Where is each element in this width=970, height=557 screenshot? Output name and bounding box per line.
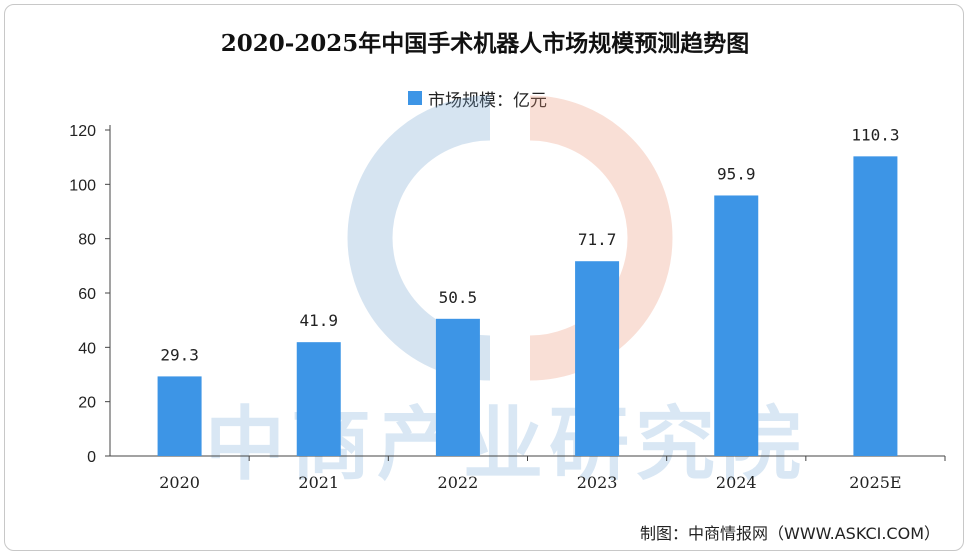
bar — [714, 195, 759, 456]
legend-swatch — [408, 91, 422, 105]
y-tick-label: 20 — [78, 395, 96, 412]
y-tick-label: 0 — [87, 449, 96, 466]
x-tick-label: 2024 — [716, 473, 757, 492]
data-label: 29.3 — [160, 345, 199, 364]
bar — [435, 318, 480, 456]
y-tick-label: 60 — [78, 286, 96, 303]
chart-title: 2020-2025年中国手术机器人市场规模预测趋势图 — [220, 30, 750, 57]
x-tick-label: 2023 — [577, 473, 618, 492]
bar — [575, 261, 620, 456]
x-tick-label: 2020 — [159, 473, 200, 492]
bar — [853, 156, 898, 456]
bar — [157, 376, 202, 456]
source-note: 制图：中商情报网（WWW.ASKCI.COM） — [640, 524, 940, 543]
x-tick-label: 2022 — [438, 473, 479, 492]
legend: 市场规模：亿元 — [408, 86, 547, 111]
data-label: 110.3 — [851, 125, 899, 144]
data-label: 95.9 — [717, 164, 756, 183]
legend-label: 市场规模：亿元 — [428, 90, 547, 111]
data-label: 41.9 — [299, 311, 338, 330]
chart-frame — [4, 4, 964, 551]
data-label: 71.7 — [578, 230, 617, 249]
x-tick-label: 2025E — [849, 473, 901, 492]
y-tick-label: 100 — [69, 177, 96, 194]
bar — [296, 342, 341, 456]
y-tick-label: 40 — [78, 340, 96, 357]
y-tick-label: 80 — [78, 232, 96, 249]
data-label: 50.5 — [439, 288, 478, 307]
y-tick-label: 120 — [69, 123, 96, 140]
x-tick-label: 2021 — [298, 473, 339, 492]
